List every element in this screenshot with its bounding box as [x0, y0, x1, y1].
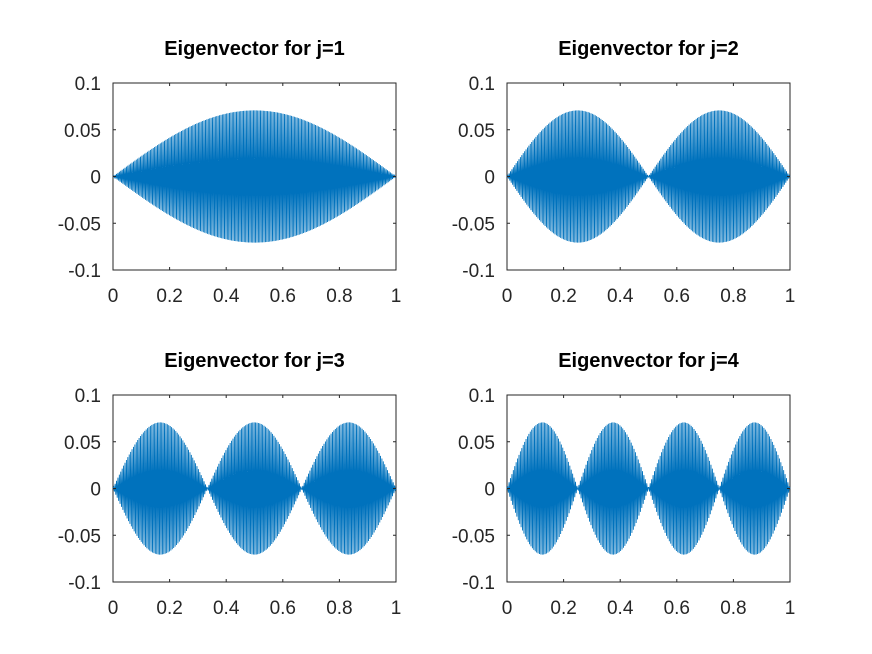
x-tick-label: 0.2: [156, 598, 182, 619]
x-tick-label: 0.2: [550, 598, 576, 619]
y-tick-label: -0.1: [462, 261, 495, 282]
y-tick-label: 0.05: [64, 433, 101, 454]
x-tick-label: 0.6: [664, 598, 690, 619]
x-tick-label: 0.2: [156, 286, 182, 307]
x-tick-label: 0.4: [213, 598, 240, 619]
y-tick-label: 0.1: [75, 74, 101, 95]
series-line: [112, 110, 397, 243]
x-tick-label: 1: [391, 286, 402, 307]
subplot-j3: 0 0.2 0.4 0.6 0.8 1 -0.1 -0.05 0 0.05 0.1 Eigenvect…: [58, 350, 402, 619]
x-tick-label: 1: [785, 598, 796, 619]
y-tick-label: -0.05: [58, 214, 101, 235]
y-tick-label: -0.05: [58, 526, 101, 547]
y-tick-label: 0.05: [64, 121, 101, 142]
y-tick-label: 0: [484, 480, 495, 501]
x-tick-label: 0.4: [607, 286, 634, 307]
y-tick-label: 0: [90, 480, 101, 501]
y-tick-label: -0.05: [452, 214, 495, 235]
y-tick-label: 0.1: [469, 386, 495, 407]
y-tick-label: -0.05: [452, 526, 495, 547]
x-tick-label: 0.8: [326, 598, 352, 619]
x-tick-label: 0: [502, 598, 513, 619]
chart-title: Eigenvector for j=4: [558, 350, 739, 372]
series-line: [112, 422, 397, 555]
x-tick-label: 0.8: [720, 598, 746, 619]
x-tick-label: 0.8: [720, 286, 746, 307]
y-tick-label: -0.1: [462, 573, 495, 594]
x-tick-label: 0.4: [607, 598, 634, 619]
chart-title: Eigenvector for j=2: [558, 38, 739, 60]
series-line: [506, 110, 791, 243]
y-tick-label: 0.05: [458, 433, 495, 454]
chart-title: Eigenvector for j=3: [164, 350, 345, 372]
x-tick-label: 0.4: [213, 286, 240, 307]
x-tick-label: 0.6: [270, 598, 296, 619]
x-tick-label: 0.8: [326, 286, 352, 307]
x-tick-label: 0: [108, 286, 119, 307]
y-tick-label: 0: [90, 168, 101, 189]
y-tick-label: 0: [484, 168, 495, 189]
x-tick-label: 0: [502, 286, 513, 307]
x-tick-label: 0: [108, 598, 119, 619]
x-tick-label: 0.2: [550, 286, 576, 307]
x-tick-label: 0.6: [664, 286, 690, 307]
x-tick-label: 1: [391, 598, 402, 619]
subplot-j4: 0 0.2 0.4 0.6 0.8 1 -0.1 -0.05 0 0.05 0.1 Eigenvect…: [452, 350, 796, 619]
y-tick-label: -0.1: [68, 573, 101, 594]
y-tick-label: 0.1: [75, 386, 101, 407]
subplot-j2: 0 0.2 0.4 0.6 0.8 1 -0.1 -0.05 0 0.05 0.1 Eigenvect…: [452, 38, 796, 307]
x-tick-label: 1: [785, 286, 796, 307]
y-tick-label: -0.1: [68, 261, 101, 282]
y-tick-label: 0.1: [469, 74, 495, 95]
chart-title: Eigenvector for j=1: [164, 38, 345, 60]
subplot-j1: 0 0.2 0.4 0.6 0.8 1 -0.1 -0.05 0 0.05 0.1 Eigenvect…: [58, 38, 402, 307]
y-tick-label: 0.05: [458, 121, 495, 142]
series-line: [506, 422, 791, 555]
x-tick-label: 0.6: [270, 286, 296, 307]
